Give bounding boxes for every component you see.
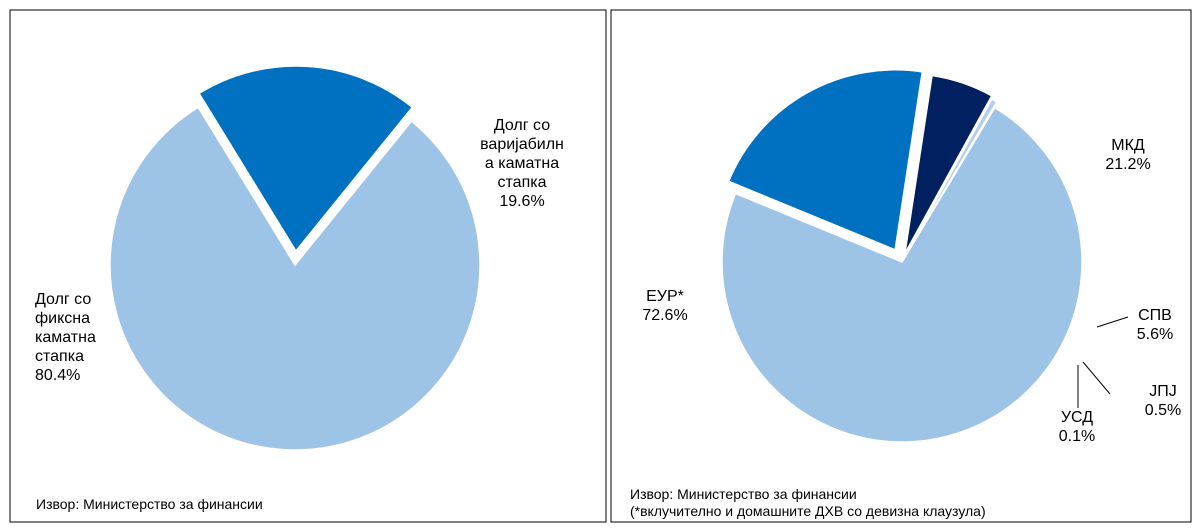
panel-border: [9, 9, 607, 523]
slice-name: СПВ: [1138, 307, 1172, 324]
panel-border: [610, 9, 1192, 523]
slice-name: Долг со варијабилна каматна стапка: [480, 117, 564, 191]
slice-label: МКД 21.2%: [1098, 136, 1158, 174]
slice-value: 19.6%: [499, 193, 545, 210]
slice-value: 21.2%: [1105, 156, 1151, 173]
slice-value: 80.4%: [35, 367, 81, 384]
slice-label: СПВ 5.6%: [1130, 306, 1180, 344]
slice-name: УСД: [1060, 409, 1094, 426]
slice-name: Долг со фиксна каматна стапка: [35, 291, 96, 365]
leader-line: [1082, 361, 1111, 395]
pie-slice: [721, 106, 1083, 443]
pie-slice: [198, 65, 414, 253]
slice-name: ЕУР*: [646, 288, 684, 305]
pie-slice: [727, 69, 924, 251]
slice-label: ЕУР* 72.6%: [635, 287, 695, 325]
slice-value: 0.1%: [1058, 428, 1096, 445]
pie-slice: [903, 102, 998, 259]
source: Извор: Министерство за финансии: [630, 486, 857, 502]
slice-label: ЈПЈ 0.5%: [1138, 382, 1188, 420]
pie-slice: [109, 106, 481, 451]
pie-slice: [904, 74, 993, 254]
source: Извор: Министерство за финансии: [36, 496, 263, 512]
slice-label: Долг со фиксна каматна стапка 80.4%: [35, 290, 107, 385]
slice-value: 0.5%: [1144, 402, 1182, 419]
slice-label: Долг со варијабилна каматна стапка 19.6%: [478, 116, 566, 211]
note: (*вклучително и домашните ДХВ со девизна…: [630, 503, 986, 519]
slice-value: 72.6%: [642, 307, 688, 324]
slice-name: ЈПЈ: [1149, 383, 1177, 400]
leader-line: [1096, 316, 1129, 328]
slice-value: 5.6%: [1136, 326, 1174, 343]
slice-label: УСД 0.1%: [1050, 408, 1104, 446]
slice-name: МКД: [1111, 137, 1145, 154]
